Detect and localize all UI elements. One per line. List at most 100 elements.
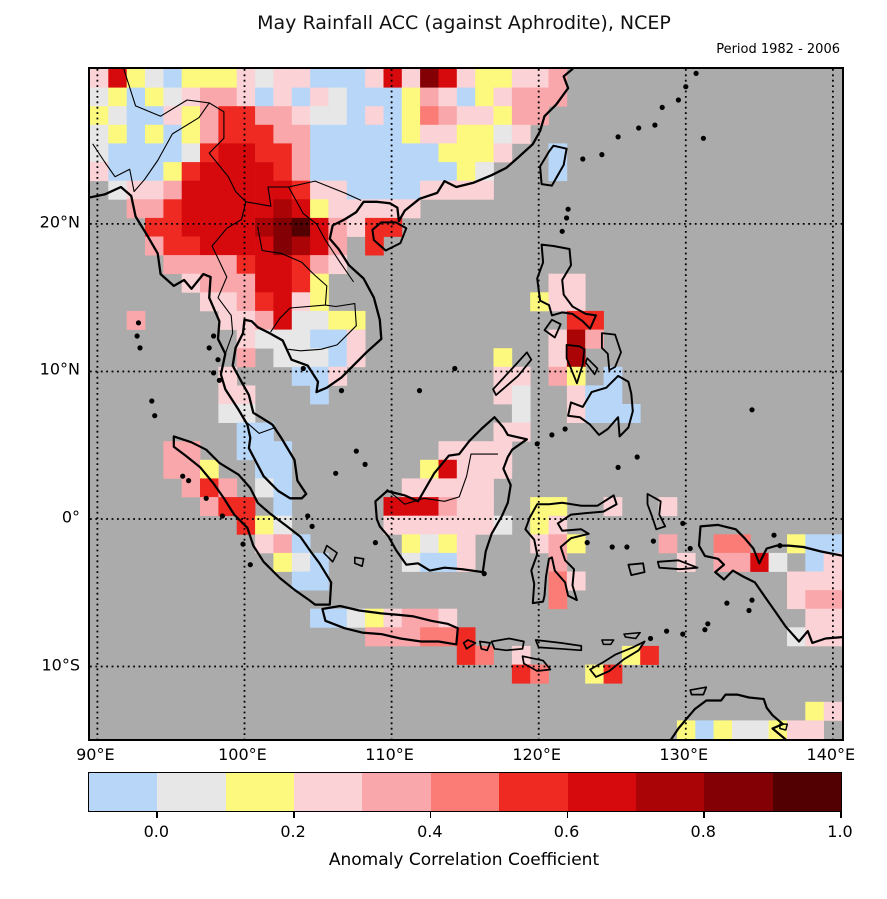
acc-cell (181, 87, 201, 107)
small-island (559, 228, 565, 234)
acc-cell (163, 217, 183, 237)
acc-cell (511, 106, 531, 126)
acc-cell (346, 608, 366, 628)
small-island (724, 600, 730, 606)
small-island (215, 357, 221, 363)
small-island (659, 104, 665, 110)
acc-cell (163, 180, 183, 200)
acc-cell (310, 162, 329, 182)
acc-cell (823, 571, 843, 591)
acc-cell (548, 497, 568, 517)
figure-subtitle: Period 1982 - 2006 (716, 42, 840, 57)
small-island (211, 333, 217, 339)
acc-cell (346, 106, 366, 126)
coastline-mindoro (543, 318, 562, 339)
acc-cell (530, 69, 549, 88)
acc-cell (401, 627, 421, 647)
acc-cell (310, 124, 329, 144)
acc-cell (566, 571, 586, 591)
country-border (211, 201, 247, 355)
acc-cell (163, 459, 183, 479)
small-island (702, 627, 708, 633)
small-island (650, 538, 657, 544)
x-axis-label: 110°E (365, 745, 414, 764)
small-island (562, 426, 568, 432)
acc-cell (273, 441, 293, 461)
acc-cell (310, 143, 329, 163)
acc-cell (530, 515, 549, 535)
acc-cell (126, 69, 146, 88)
acc-cell (236, 106, 256, 126)
coastline-buru (627, 562, 646, 576)
acc-cell (181, 236, 201, 256)
acc-cell (823, 552, 843, 572)
acc-cell (200, 106, 219, 126)
acc-cell (475, 645, 494, 665)
acc-cell (273, 162, 293, 182)
small-island (333, 470, 339, 476)
acc-cell (145, 180, 164, 200)
small-island (362, 461, 368, 467)
acc-cell (456, 497, 476, 517)
colorbar-tick (156, 812, 158, 818)
acc-cell (328, 329, 348, 349)
acc-cell (163, 255, 183, 275)
coastline-cebu-bohol (584, 357, 599, 376)
coastline-australia (669, 693, 792, 745)
acc-cell (273, 106, 293, 126)
x-axis-label: 100°E (218, 745, 267, 764)
small-island (746, 607, 752, 614)
coastline-palawan (492, 351, 533, 396)
acc-cell (493, 441, 513, 461)
acc-cell (475, 106, 494, 126)
acc-cell (511, 404, 531, 423)
small-island (564, 215, 570, 221)
acc-cell (328, 217, 348, 237)
acc-cell (511, 645, 531, 665)
acc-cell (383, 69, 403, 88)
small-island (186, 478, 192, 484)
coastline-panay-negros (565, 344, 586, 385)
coastline-wetar (623, 631, 641, 640)
map-canvas (88, 67, 845, 745)
acc-cell (511, 664, 531, 684)
acc-cell (255, 422, 274, 442)
acc-cell (456, 627, 476, 647)
x-axis-label: 120°E (512, 745, 561, 764)
coastline-timor (589, 640, 646, 678)
coastline-luzon (536, 243, 597, 330)
acc-cell (475, 497, 494, 517)
acc-cell (566, 310, 586, 330)
acc-cell (493, 385, 513, 405)
acc-cell (640, 645, 659, 665)
acc-cell (181, 180, 201, 200)
acc-cell (255, 441, 274, 461)
acc-cell (548, 87, 568, 107)
colorbar-segment (704, 773, 773, 811)
acc-cell (475, 180, 494, 200)
acc-cell (200, 236, 219, 256)
small-island (580, 156, 586, 162)
small-island (452, 365, 458, 372)
acc-cell (291, 310, 311, 330)
y-axis-label: 0° (61, 507, 80, 527)
colorbar-tick-label: 0.2 (280, 822, 306, 841)
small-island (300, 365, 306, 372)
acc-cell (310, 385, 329, 405)
small-island (680, 631, 686, 637)
x-axis-label: 140°E (806, 745, 856, 764)
acc-cell (255, 236, 274, 256)
colorbar-tick (840, 812, 842, 818)
colorbar-segment (567, 773, 636, 811)
coastline-sumba (521, 655, 552, 672)
acc-cell (218, 106, 238, 126)
small-island (338, 388, 345, 394)
acc-cell (328, 310, 348, 330)
acc-cell (328, 106, 348, 126)
acc-cell (236, 162, 256, 182)
acc-cell (236, 255, 256, 275)
acc-cell (456, 534, 476, 554)
acc-cell (328, 348, 348, 368)
acc-cell (365, 106, 384, 126)
